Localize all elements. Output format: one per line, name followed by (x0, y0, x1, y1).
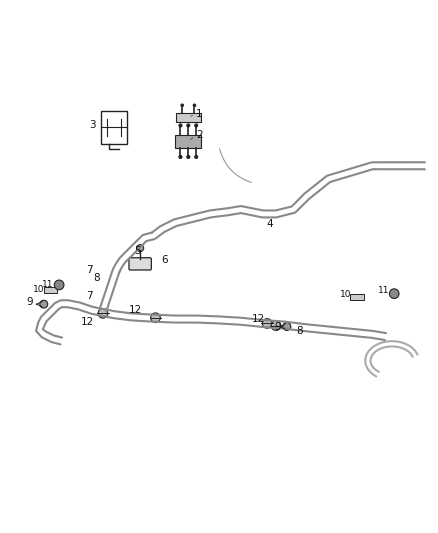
Circle shape (187, 155, 190, 159)
Circle shape (40, 300, 48, 308)
Circle shape (179, 124, 182, 127)
Circle shape (54, 280, 64, 290)
Circle shape (151, 313, 160, 322)
Circle shape (283, 322, 291, 330)
Circle shape (194, 124, 198, 127)
Text: 11: 11 (42, 280, 53, 289)
Text: 5: 5 (134, 246, 141, 256)
Circle shape (194, 155, 198, 159)
Text: 3: 3 (88, 119, 95, 130)
Bar (350, 294, 364, 300)
Circle shape (262, 319, 272, 328)
Bar (101, 110, 127, 144)
Text: 12: 12 (129, 305, 142, 316)
Text: 7: 7 (86, 291, 93, 301)
Text: 11: 11 (378, 286, 389, 295)
Circle shape (271, 321, 281, 330)
Circle shape (193, 104, 196, 107)
Bar (176, 112, 201, 123)
Circle shape (137, 245, 144, 252)
Circle shape (98, 309, 108, 318)
Text: 1: 1 (196, 109, 203, 119)
Circle shape (187, 124, 190, 127)
Text: 7: 7 (86, 265, 93, 275)
Bar (175, 135, 201, 148)
Text: 9: 9 (275, 321, 282, 332)
Circle shape (181, 104, 184, 107)
Text: 12: 12 (252, 314, 265, 324)
Bar (44, 287, 57, 293)
FancyBboxPatch shape (129, 258, 151, 270)
Circle shape (179, 155, 182, 159)
Text: 6: 6 (161, 255, 168, 265)
Text: 10: 10 (33, 285, 44, 294)
Text: 4: 4 (266, 220, 273, 229)
Text: 10: 10 (340, 290, 352, 299)
Text: 2: 2 (196, 130, 203, 140)
Text: 9: 9 (26, 296, 33, 306)
Text: 12: 12 (81, 317, 94, 327)
Text: 8: 8 (297, 326, 304, 336)
Text: 8: 8 (93, 273, 100, 283)
Circle shape (389, 289, 399, 298)
